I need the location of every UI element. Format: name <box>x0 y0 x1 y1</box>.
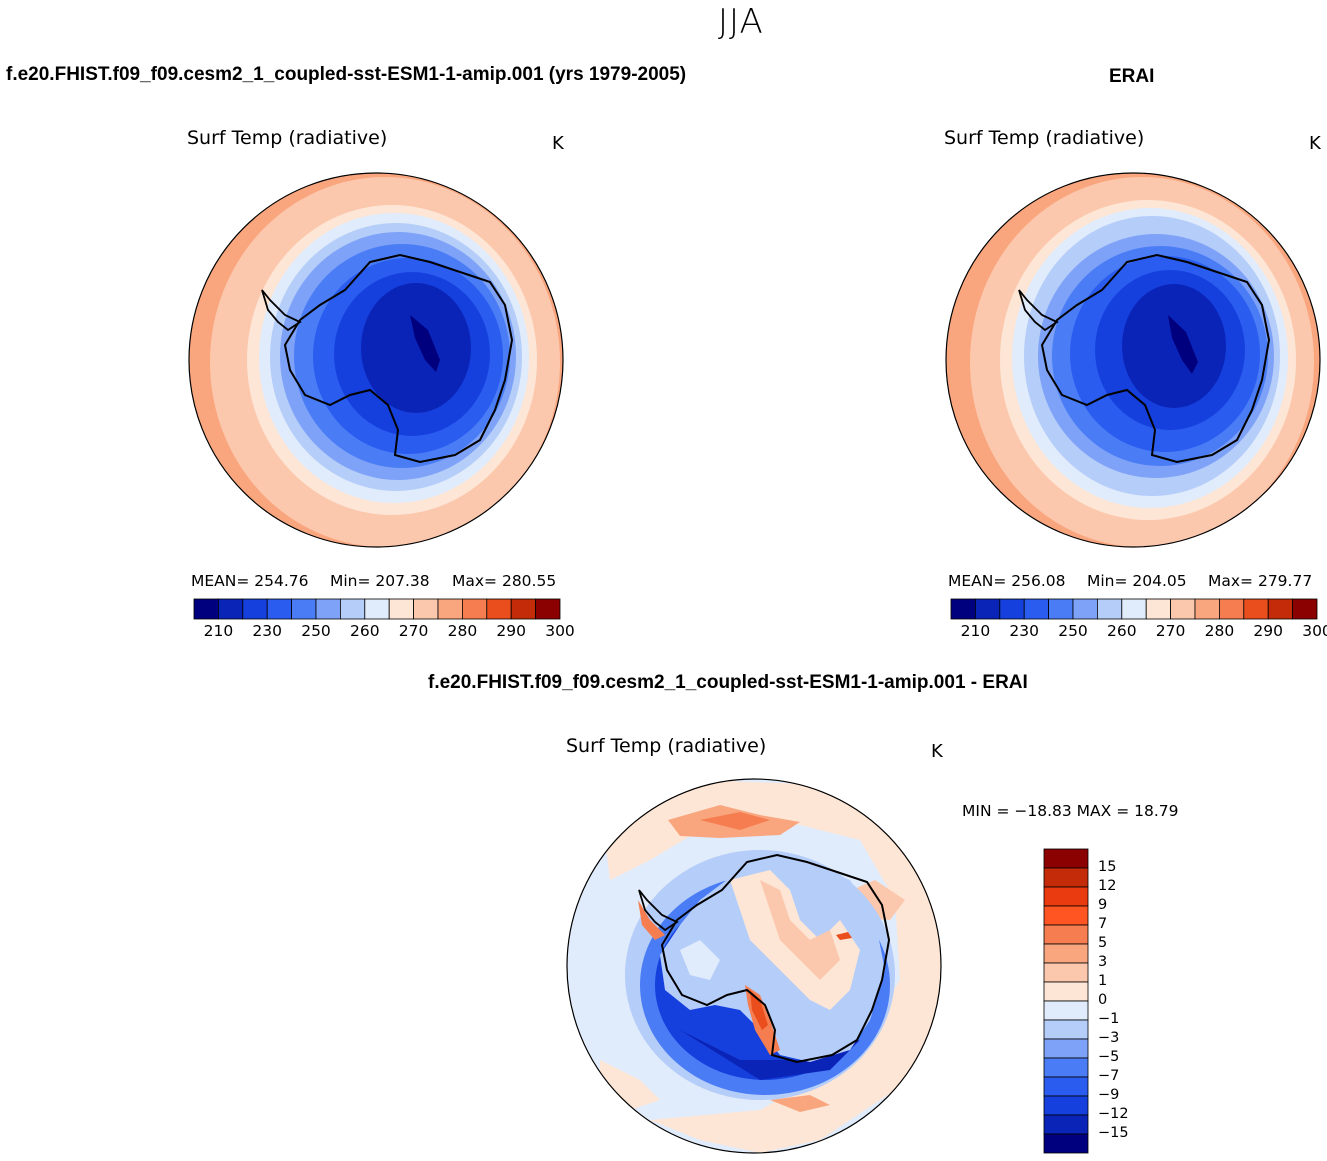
panel1-colorbar-swatch <box>437 598 463 620</box>
diff-colorbar-tick-label: 3 <box>1098 954 1108 970</box>
diff-colorbar-swatch <box>1043 981 1089 1002</box>
diff-colorbar-swatch <box>1043 1000 1089 1021</box>
panel1-case-title: f.e20.FHIST.f09_f09.cesm2_1_coupled-sst-… <box>6 64 687 85</box>
panel2-colorbar-swatch <box>1145 598 1171 620</box>
panel2-colorbar-tick-label: 250 <box>1058 622 1088 640</box>
panel2-colorbar-tick-label: 290 <box>1253 622 1283 640</box>
diff-colorbar-swatch <box>1043 1133 1089 1154</box>
diff-colorbar-swatch <box>1043 848 1089 869</box>
panel2-colorbar-swatch <box>1170 598 1196 620</box>
diff-colorbar-swatch <box>1043 867 1089 888</box>
panel2-mean: MEAN= 256.08 <box>948 572 1066 590</box>
panel2-max: Max= 279.77 <box>1208 572 1313 590</box>
panel1-colorbar-tick-label: 290 <box>496 622 526 640</box>
panel2-colorbar-swatch <box>1096 598 1123 620</box>
panel1-mean: MEAN= 254.76 <box>191 572 309 590</box>
diff-colorbar-swatch <box>1043 1038 1089 1059</box>
panel3-variable-title: Surf Temp (radiative) <box>566 735 767 757</box>
diff-colorbar-swatch <box>1043 1114 1089 1135</box>
panel1-max: Max= 280.55 <box>452 572 557 590</box>
panel2-variable-title: Surf Temp (radiative) <box>944 127 1145 149</box>
diff-colorbar-tick-label: −12 <box>1098 1106 1129 1122</box>
diff-colorbar-tick-label: 5 <box>1098 935 1108 951</box>
panel1-colorbar <box>193 598 561 620</box>
panel3-minmax: MIN = −18.83 MAX = 18.79 <box>962 802 1179 820</box>
panel1-colorbar-swatch <box>217 598 244 620</box>
diff-colorbar-tick-label: −15 <box>1098 1125 1129 1141</box>
panel2-colorbar-swatch <box>1218 598 1245 620</box>
diff-colorbar-tick-label: −5 <box>1098 1049 1120 1065</box>
diff-colorbar-tick-label: 12 <box>1098 878 1117 894</box>
panel1-colorbar-swatch <box>291 598 317 620</box>
panel2-colorbar <box>950 598 1318 620</box>
panel1-colorbar-swatch <box>486 598 512 620</box>
panel2-colorbar-tick-label: 210 <box>960 622 991 640</box>
panel3-units: K <box>931 741 943 762</box>
panel2-colorbar-swatch <box>974 598 1001 620</box>
diff-colorbar-swatch <box>1043 943 1089 964</box>
diff-colorbar-tick-label: 9 <box>1098 897 1108 913</box>
panel1-colorbar-tick-label: 230 <box>252 622 282 640</box>
panel2-colorbar-swatch <box>1023 598 1049 620</box>
panel2-colorbar-swatch <box>1292 598 1318 620</box>
panel2-colorbar-swatch <box>1072 598 1098 620</box>
panel1-colorbar-swatch <box>413 598 439 620</box>
diff-colorbar-tick-label: 7 <box>1098 916 1108 932</box>
diff-colorbar-tick-label: 0 <box>1098 992 1108 1008</box>
panel1-colorbar-swatch <box>242 598 268 620</box>
diff-colorbar-swatch <box>1043 905 1089 926</box>
panel1-colorbar-swatch <box>266 598 292 620</box>
diff-colorbar-swatch <box>1043 1076 1089 1097</box>
diff-colorbar-tick-label: −3 <box>1098 1030 1120 1046</box>
diff-colorbar-tick-label: −7 <box>1098 1068 1120 1084</box>
panel2-colorbar-swatch <box>1243 598 1269 620</box>
diff-colorbar-tick-label: −1 <box>1098 1011 1120 1027</box>
diff-colorbar-tick-label: 15 <box>1098 859 1117 875</box>
panel1-colorbar-tick-label: 300 <box>545 622 575 640</box>
panel1-colorbar-tick-label: 260 <box>350 622 380 640</box>
panel1-colorbar-swatch <box>315 598 341 620</box>
panel1-units: K <box>552 133 564 154</box>
panel1-min: Min= 207.38 <box>330 572 430 590</box>
panel2-colorbar-swatch <box>1121 598 1147 620</box>
panel2-units: K <box>1309 133 1321 154</box>
panel1-colorbar-swatch <box>510 598 537 620</box>
panel2-min: Min= 204.05 <box>1087 572 1187 590</box>
diff-colorbar-swatch <box>1043 962 1089 983</box>
season-title: JJA <box>718 2 764 42</box>
panel2-colorbar-tick-label: 280 <box>1204 622 1235 640</box>
diff-colorbar-swatch <box>1043 1019 1089 1040</box>
panel1-colorbar-tick-label: 280 <box>447 622 478 640</box>
panel1-colorbar-swatch <box>364 598 390 620</box>
diff-colorbar-tick-label: −9 <box>1098 1087 1120 1103</box>
panel2-colorbar-tick-label: 270 <box>1155 622 1186 640</box>
panel1-colorbar-tick-label: 210 <box>203 622 234 640</box>
panel2-colorbar-swatch <box>950 598 976 620</box>
panel2-colorbar-tick-label: 300 <box>1302 622 1327 640</box>
panel3-case-title: f.e20.FHIST.f09_f09.cesm2_1_coupled-sst-… <box>428 672 1028 693</box>
panel2-colorbar-swatch <box>1048 598 1074 620</box>
panel1-colorbar-tick-label: 250 <box>301 622 331 640</box>
panel1-colorbar-swatch <box>461 598 488 620</box>
panel2-case-title: ERAI <box>1109 66 1155 87</box>
panel2-colorbar-swatch <box>1194 598 1220 620</box>
panel2-colorbar-swatch <box>1267 598 1294 620</box>
diff-colorbar <box>1043 848 1089 1154</box>
panel1-variable-title: Surf Temp (radiative) <box>187 127 388 149</box>
diff-colorbar-tick-label: 1 <box>1098 973 1108 989</box>
panel1-colorbar-swatch <box>193 598 219 620</box>
diff-colorbar-swatch <box>1043 924 1089 945</box>
panel2-colorbar-tick-label: 260 <box>1107 622 1137 640</box>
panel2-colorbar-swatch <box>999 598 1025 620</box>
panel1-colorbar-swatch <box>535 598 561 620</box>
panel1-colorbar-tick-label: 270 <box>398 622 429 640</box>
diff-colorbar-swatch <box>1043 886 1089 907</box>
panel1-colorbar-swatch <box>339 598 366 620</box>
panel2-colorbar-tick-label: 230 <box>1009 622 1039 640</box>
panel1-colorbar-swatch <box>388 598 414 620</box>
diff-colorbar-swatch <box>1043 1057 1089 1078</box>
diff-colorbar-swatch <box>1043 1095 1089 1116</box>
